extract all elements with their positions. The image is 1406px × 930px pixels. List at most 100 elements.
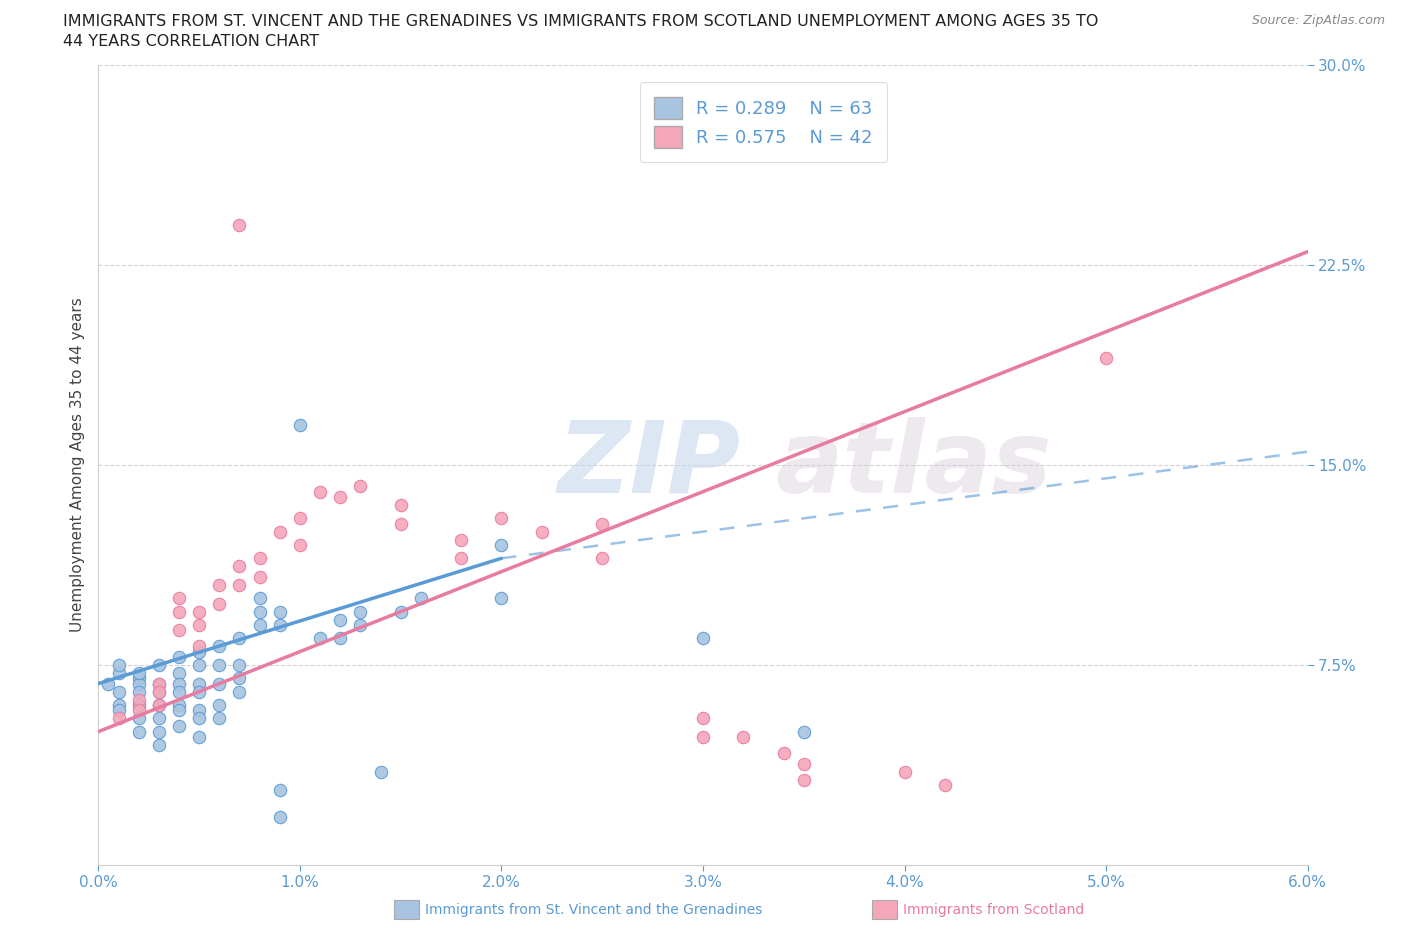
Point	[107, 684, 129, 699]
Point	[269, 783, 291, 798]
Point	[107, 666, 129, 681]
Point	[349, 604, 371, 619]
Point	[228, 671, 250, 685]
Point	[329, 631, 352, 645]
Point	[228, 658, 250, 672]
Text: Immigrants from St. Vincent and the Grenadines: Immigrants from St. Vincent and the Gren…	[425, 902, 762, 917]
Point	[591, 516, 613, 531]
Point	[692, 711, 714, 725]
Point	[128, 698, 150, 712]
Point	[409, 591, 432, 605]
Point	[208, 698, 231, 712]
Y-axis label: Unemployment Among Ages 35 to 44 years: Unemployment Among Ages 35 to 44 years	[69, 298, 84, 632]
Text: Immigrants from Scotland: Immigrants from Scotland	[903, 902, 1084, 917]
Point	[249, 569, 271, 584]
Point	[167, 698, 190, 712]
Point	[188, 639, 211, 654]
Point	[128, 684, 150, 699]
Point	[450, 551, 472, 565]
Text: atlas: atlas	[776, 417, 1052, 513]
Point	[249, 618, 271, 632]
Text: Source: ZipAtlas.com: Source: ZipAtlas.com	[1251, 14, 1385, 27]
Point	[148, 658, 170, 672]
Point	[148, 698, 170, 712]
Point	[188, 604, 211, 619]
Point	[148, 737, 170, 752]
Point	[128, 666, 150, 681]
Point	[249, 551, 271, 565]
Point	[188, 676, 211, 691]
Point	[188, 618, 211, 632]
Point	[349, 479, 371, 494]
Point	[148, 684, 170, 699]
Point	[591, 551, 613, 565]
Point	[934, 777, 956, 792]
Point	[188, 729, 211, 744]
Point	[188, 711, 211, 725]
Point	[128, 711, 150, 725]
Point	[167, 604, 190, 619]
Point	[208, 639, 231, 654]
Point	[309, 631, 332, 645]
Point	[188, 684, 211, 699]
Point	[491, 511, 513, 525]
Point	[97, 676, 120, 691]
Point	[288, 538, 311, 552]
Point	[128, 676, 150, 691]
Point	[329, 489, 352, 504]
Point	[107, 658, 129, 672]
Point	[148, 676, 170, 691]
Point	[228, 631, 250, 645]
Point	[269, 525, 291, 539]
Point	[167, 676, 190, 691]
Point	[389, 516, 412, 531]
Point	[450, 532, 472, 547]
Point	[389, 604, 412, 619]
Point	[491, 591, 513, 605]
Point	[107, 711, 129, 725]
Point	[793, 756, 815, 771]
Point	[793, 724, 815, 739]
Point	[167, 719, 190, 734]
Point	[249, 604, 271, 619]
Point	[128, 692, 150, 707]
Point	[349, 618, 371, 632]
Point	[692, 729, 714, 744]
Point	[1095, 351, 1118, 365]
Point	[167, 666, 190, 681]
Point	[228, 559, 250, 574]
Point	[208, 578, 231, 592]
Point	[269, 604, 291, 619]
Point	[288, 418, 311, 432]
Point	[167, 703, 190, 718]
Point	[208, 658, 231, 672]
Point	[893, 764, 915, 779]
Point	[491, 538, 513, 552]
Point	[370, 764, 392, 779]
Point	[148, 711, 170, 725]
Point	[329, 612, 352, 627]
Point	[167, 684, 190, 699]
Point	[692, 631, 714, 645]
Point	[530, 525, 553, 539]
Point	[733, 729, 755, 744]
Point	[269, 809, 291, 824]
Point	[107, 698, 129, 712]
Point	[228, 218, 250, 232]
Point	[128, 724, 150, 739]
Point	[309, 485, 332, 499]
Point	[148, 684, 170, 699]
Point	[148, 676, 170, 691]
Point	[188, 703, 211, 718]
Point	[167, 649, 190, 664]
Legend: R = 0.289    N = 63, R = 0.575    N = 42: R = 0.289 N = 63, R = 0.575 N = 42	[640, 82, 887, 163]
Point	[167, 623, 190, 638]
Point	[389, 498, 412, 512]
Point	[188, 658, 211, 672]
Point	[188, 644, 211, 659]
Point	[793, 772, 815, 787]
Text: IMMIGRANTS FROM ST. VINCENT AND THE GRENADINES VS IMMIGRANTS FROM SCOTLAND UNEMP: IMMIGRANTS FROM ST. VINCENT AND THE GREN…	[63, 14, 1098, 29]
Text: 44 YEARS CORRELATION CHART: 44 YEARS CORRELATION CHART	[63, 34, 319, 49]
Text: ZIP: ZIP	[558, 417, 741, 513]
Point	[208, 711, 231, 725]
